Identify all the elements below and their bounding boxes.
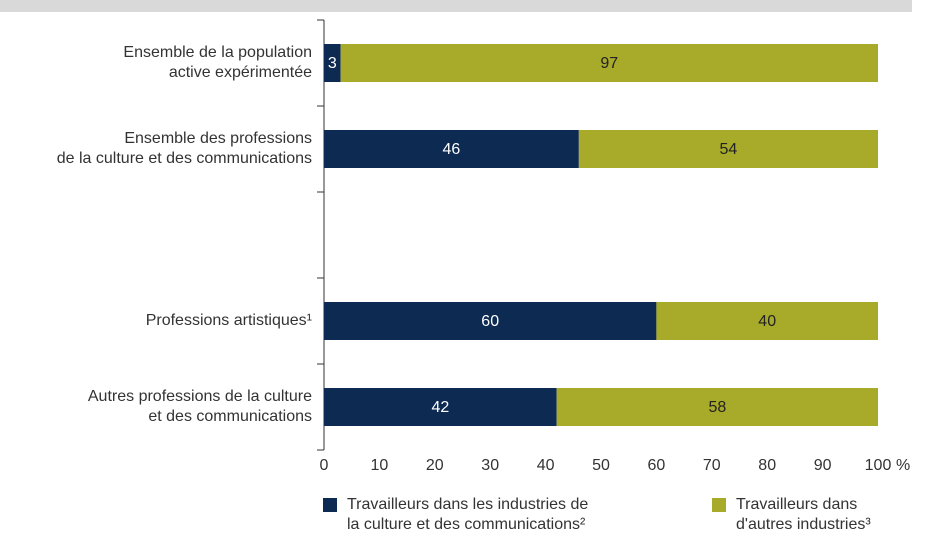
value-label: 3 bbox=[328, 55, 337, 72]
x-axis-unit: % bbox=[896, 457, 910, 474]
x-tick-label: 90 bbox=[814, 457, 832, 474]
x-tick-label: 10 bbox=[371, 457, 389, 474]
header-band bbox=[0, 0, 912, 12]
legend-swatch bbox=[712, 498, 726, 512]
x-tick-label: 40 bbox=[537, 457, 555, 474]
value-label: 46 bbox=[443, 141, 461, 158]
bar-segment bbox=[656, 302, 878, 340]
bar-segment bbox=[556, 388, 878, 426]
category-label: Ensemble des professions de la culture e… bbox=[56, 130, 312, 167]
category-label: Professions artistiques¹ bbox=[145, 312, 312, 329]
legend-label: Travailleurs dans les industries de la c… bbox=[347, 496, 589, 533]
x-tick-label: 80 bbox=[758, 457, 776, 474]
x-tick-label: 30 bbox=[481, 457, 499, 474]
bar-segment bbox=[324, 302, 657, 340]
x-tick-label: 50 bbox=[592, 457, 610, 474]
x-tick-label: 0 bbox=[320, 457, 329, 474]
value-label: 97 bbox=[600, 55, 618, 72]
bar-segment bbox=[340, 44, 878, 82]
x-tick-label: 20 bbox=[426, 457, 444, 474]
bar-segment bbox=[324, 388, 557, 426]
bar-segment bbox=[324, 130, 579, 168]
bar-segment bbox=[324, 44, 341, 82]
legend-swatch bbox=[323, 498, 337, 512]
x-tick-label: 60 bbox=[648, 457, 666, 474]
x-tick-label: 100 bbox=[865, 457, 892, 474]
legend-label: Travailleurs dans d'autres industries³ bbox=[736, 496, 871, 533]
value-label: 42 bbox=[431, 399, 449, 416]
bar-segment bbox=[578, 130, 878, 168]
category-label: Ensemble de la population active expérim… bbox=[123, 44, 312, 81]
x-tick-label: 70 bbox=[703, 457, 721, 474]
value-label: 58 bbox=[708, 399, 726, 416]
value-label: 54 bbox=[720, 141, 738, 158]
value-label: 60 bbox=[481, 313, 499, 330]
value-label: 40 bbox=[758, 313, 776, 330]
category-label: Autres professions de la culture et des … bbox=[87, 388, 312, 425]
